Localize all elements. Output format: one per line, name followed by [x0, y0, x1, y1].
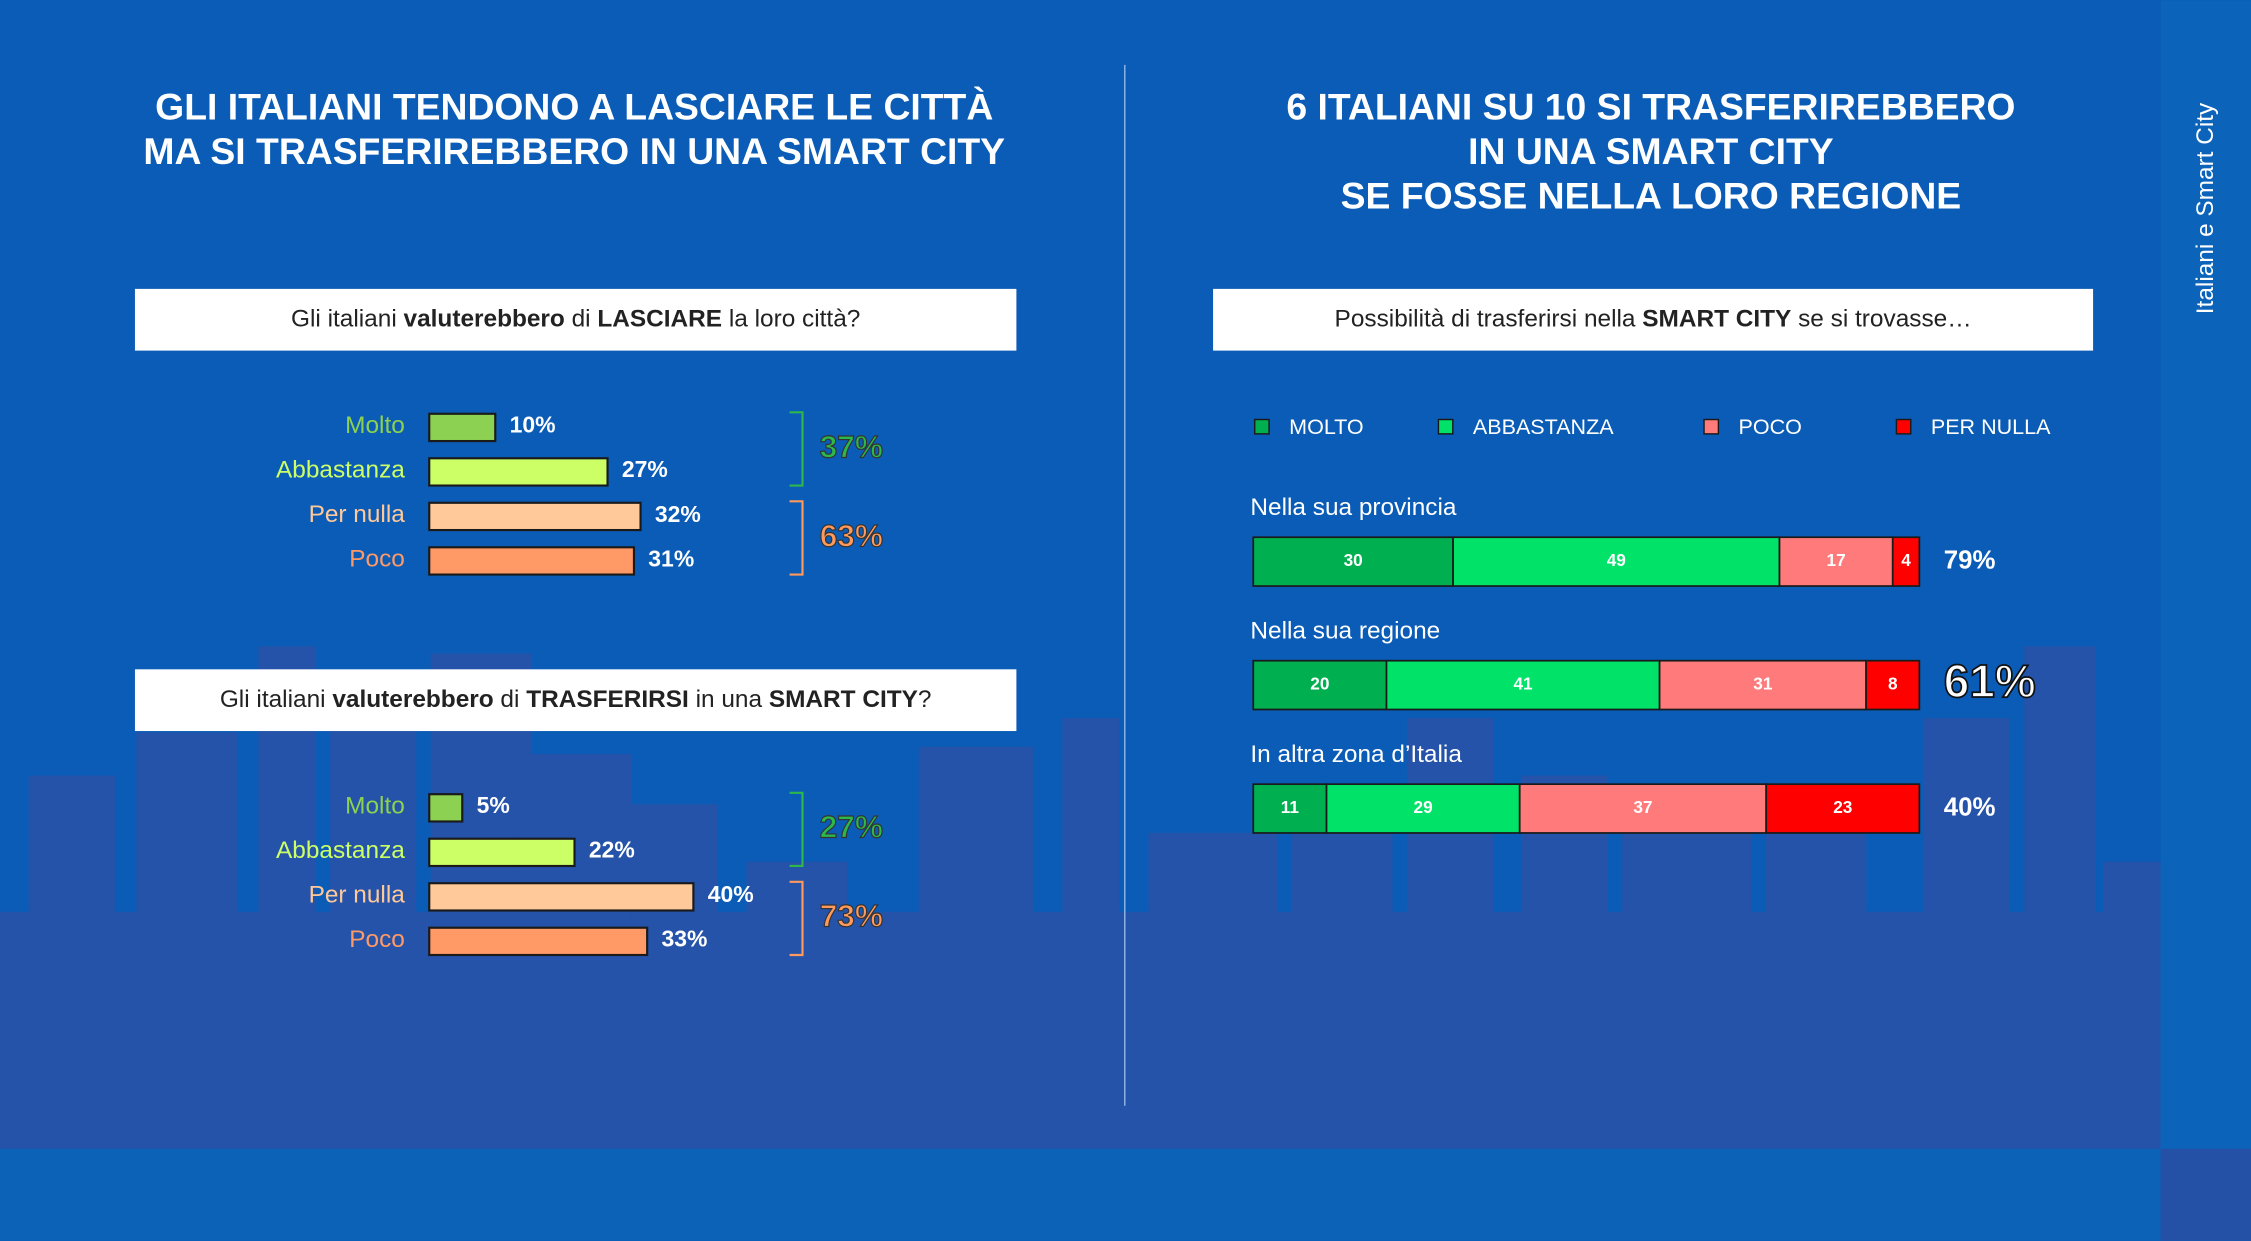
value-label: 10%: [510, 412, 556, 438]
category-label: Poco: [349, 926, 405, 953]
value-label: 33%: [662, 926, 708, 952]
bar: [428, 837, 576, 868]
legend-label: ABBASTANZA: [1473, 415, 1614, 439]
category-label: Molto: [345, 412, 405, 439]
category-label: Per nulla: [309, 882, 406, 909]
value-label: 32%: [655, 501, 701, 527]
category-label: Nella sua provincia: [1250, 494, 1457, 521]
total-label: 61%: [1944, 655, 2036, 707]
question: Gli italiani valuterebbero di LASCIARE l…: [291, 306, 860, 333]
bar-segment: [1865, 659, 1921, 711]
segment-label: 17: [1827, 550, 1846, 570]
value-label: 31%: [648, 545, 694, 571]
question-part: di: [494, 686, 527, 713]
segment-label: 30: [1344, 550, 1363, 570]
question-part: la loro città?: [722, 306, 860, 333]
question-part: valuterebbero: [332, 686, 493, 713]
legend-label: POCO: [1738, 415, 1801, 439]
bar-segment: [1891, 536, 1921, 587]
question-part: Gli italiani: [220, 686, 333, 713]
bar: [428, 412, 497, 443]
group-bracket: [789, 500, 804, 576]
group-label: 37%: [820, 428, 883, 464]
category-label: Abbastanza: [276, 837, 405, 864]
question-part: se si trovasse…: [1791, 306, 1971, 333]
bar-segment: [1452, 536, 1781, 587]
bar: [428, 546, 636, 576]
bar-segment: [1778, 536, 1894, 587]
segment-label: 8: [1888, 674, 1898, 694]
segment-label: 37: [1633, 797, 1652, 817]
heading: GLI ITALIANI TENDONO A LASCIARE LE CITTÀ: [155, 85, 993, 127]
segment-label: 23: [1833, 797, 1852, 817]
group-label: 73%: [820, 898, 883, 934]
legend-swatch: [1253, 418, 1270, 435]
category-label: Molto: [345, 793, 405, 820]
legend-label: MOLTO: [1289, 415, 1364, 439]
total-label: 79%: [1944, 546, 1996, 574]
group-bracket: [789, 791, 804, 868]
legend-label: PER NULLA: [1931, 415, 2051, 439]
question-part: in una: [689, 686, 769, 713]
bar-segment: [1765, 783, 1921, 834]
bar: [428, 882, 695, 912]
heading: SE FOSSE NELLA LORO REGIONE: [1341, 174, 1962, 216]
group-bracket: [789, 411, 804, 487]
question-part: di: [565, 306, 598, 333]
heading: 6 ITALIANI SU 10 SI TRASFERIREBBERO: [1286, 85, 2015, 127]
group-bracket: [789, 880, 804, 957]
question-part: TRASFERIRSI: [526, 686, 689, 713]
segment-label: 49: [1607, 550, 1626, 570]
category-label: Per nulla: [309, 501, 406, 528]
bar: [428, 501, 642, 532]
value-label: 22%: [589, 837, 635, 863]
segment-label: 11: [1281, 797, 1300, 817]
bottom-band: [0, 1148, 2161, 1241]
segment-label: 31: [1753, 674, 1773, 694]
bar: [428, 926, 649, 957]
question-part: SMART CITY: [1642, 306, 1791, 333]
question-part: Gli italiani: [291, 306, 404, 333]
question-part: SMART CITY: [769, 686, 918, 713]
side-strip-foot: [2160, 1148, 2251, 1241]
bar: [428, 457, 609, 487]
question-part: valuterebbero: [404, 306, 565, 333]
question: Gli italiani valuterebbero di TRASFERIRS…: [220, 686, 932, 713]
legend-swatch: [1437, 418, 1454, 435]
group-label: 63%: [820, 517, 883, 553]
bar-segment: [1252, 783, 1328, 834]
question-part: ?: [918, 686, 932, 713]
legend-swatch: [1703, 418, 1720, 435]
value-label: 5%: [477, 792, 510, 818]
question: Possibilità di trasferirsi nella SMART C…: [1335, 306, 1972, 333]
heading: IN UNA SMART CITY: [1468, 130, 1834, 172]
bar-segment: [1385, 659, 1661, 711]
heading: MA SI TRASFERIREBBERO IN UNA SMART CITY: [143, 130, 1005, 172]
category-label: Poco: [349, 546, 405, 573]
value-label: 27%: [622, 456, 668, 482]
category-label: In altra zona d’Italia: [1250, 741, 1462, 768]
question-box: [134, 669, 1017, 732]
category-label: Abbastanza: [276, 457, 405, 484]
group-label: 27%: [820, 809, 883, 845]
legend-swatch: [1895, 418, 1912, 435]
bar: [428, 793, 464, 823]
question-part: LASCIARE: [597, 306, 722, 333]
segment-label: 41: [1513, 674, 1533, 694]
question-box: [134, 288, 1017, 351]
total-label: 40%: [1944, 793, 1996, 821]
side-label: Italiani e Smart City: [2192, 102, 2219, 314]
segment-label: 4: [1901, 550, 1911, 570]
segment-label: 20: [1310, 674, 1329, 694]
category-label: Nella sua regione: [1250, 617, 1440, 644]
question-box: [1213, 288, 2094, 351]
question-part: Possibilità di trasferirsi nella: [1335, 306, 1643, 333]
side-strip: [2160, 0, 2251, 1149]
value-label: 40%: [708, 881, 754, 907]
bar-segment: [1252, 659, 1388, 711]
segment-label: 29: [1414, 797, 1433, 817]
